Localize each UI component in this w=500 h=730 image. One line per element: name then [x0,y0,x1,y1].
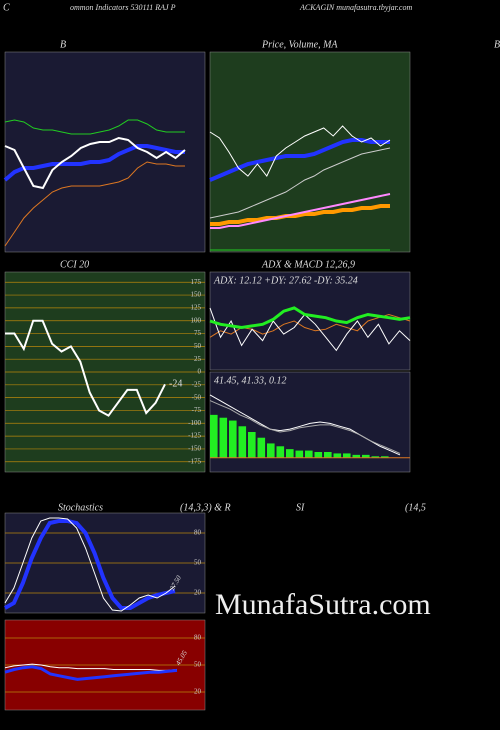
stoch-params: (14,3,3) & R [180,502,231,513]
histogram-bar [295,450,304,458]
last-value-label: -24 [169,379,182,390]
series-line [3,144,185,182]
header-left: C [3,2,10,13]
panel-title: ADX & MACD 12,26,9 [261,259,355,270]
y-tick-label: -75 [192,406,202,414]
panel [209,51,411,253]
histogram-bar [362,454,370,458]
histogram-bar [333,453,342,458]
series-line [209,307,411,352]
annotation: 41.45, 41.33, 0.12 [214,375,287,386]
panel-title: B [60,39,66,50]
y-tick-label: 80 [194,634,202,642]
series-line [4,136,186,190]
y-tick-label: -100 [188,419,201,427]
y-tick-label: 50 [194,342,202,350]
series-line [5,319,166,417]
y-tick-label: 20 [194,589,202,597]
histogram-bar [305,450,313,458]
y-tick-label: 0 [198,368,202,376]
histogram-bar [219,417,228,458]
series-line [210,193,391,229]
next-panel-title: B [494,39,500,50]
rsi-title: SI [296,502,305,513]
y-tick-label: 50 [194,661,202,669]
histogram-bar [210,414,218,458]
series-line [210,204,390,226]
y-tick-label: -150 [188,445,201,453]
panel [209,271,411,371]
panel-title: CCI 20 [60,259,89,270]
histogram-bar [276,446,285,458]
series-line [209,138,390,182]
y-tick-label: 125 [191,304,202,312]
annotation: ADX: 12.12 +DY: 27.62 -DY: 35.24 [213,275,358,286]
y-tick-label: -175 [188,457,201,465]
header-right: ACKAGIN munafasutra.tbyjar.com [299,3,412,12]
y-tick-label: 100 [191,316,202,324]
histogram-bar [267,443,275,458]
series-line [209,147,391,219]
histogram-bar [343,453,351,458]
histogram-bar [257,437,266,458]
histogram-bar [248,432,256,458]
y-tick-label: 75 [194,329,202,337]
header-middle: ommon Indicators 530111 RAJ P [70,3,176,12]
histogram-bar [286,449,294,458]
histogram-bar [238,426,247,458]
y-tick-label: 175 [191,278,202,286]
stoch-title: Stochastics [58,502,103,513]
histogram-bar [381,456,389,458]
series-line [4,119,185,135]
y-tick-label: 80 [194,529,202,537]
series-line [4,663,178,671]
histogram-bar [352,454,361,458]
y-tick-label: 25 [194,355,202,363]
series-line [209,400,401,454]
series-line [209,306,411,330]
watermark: MunafaSutra.com [215,588,431,621]
y-tick-label: 150 [191,291,202,299]
series-line [4,161,185,247]
series-line [4,519,176,610]
histogram-bar [371,456,380,458]
histogram-bar [314,452,323,458]
y-tick-label: -25 [192,380,202,388]
series-line [4,665,178,681]
series-line [209,125,391,177]
y-tick-label: 50 [194,559,202,567]
y-tick-label: 20 [194,688,202,696]
y-tick-label: -125 [188,432,201,440]
histogram-bar [324,452,332,458]
rsi-params: (14,5 [405,502,426,513]
panel-title: Price, Volume, MA [261,39,338,50]
histogram-bar [229,420,237,458]
series-line [4,517,176,612]
y-tick-label: -50 [192,393,202,401]
